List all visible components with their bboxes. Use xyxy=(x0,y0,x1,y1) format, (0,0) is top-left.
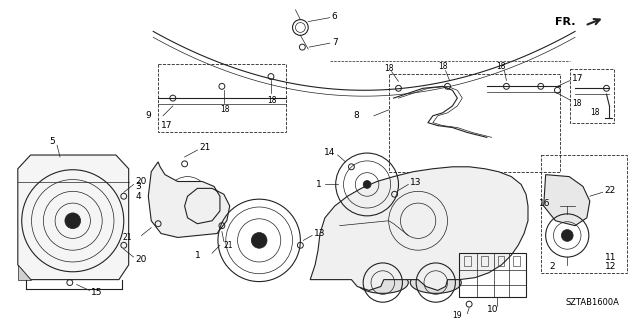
Text: 1: 1 xyxy=(195,251,200,260)
Text: 20: 20 xyxy=(136,177,147,186)
Bar xyxy=(388,74,561,172)
Text: 4: 4 xyxy=(136,192,141,201)
Ellipse shape xyxy=(357,272,408,293)
Bar xyxy=(541,155,627,273)
Text: 12: 12 xyxy=(605,262,616,271)
Polygon shape xyxy=(18,265,31,280)
Text: 18: 18 xyxy=(572,99,582,108)
Text: 9: 9 xyxy=(145,111,151,120)
Bar xyxy=(513,256,520,266)
Bar xyxy=(497,256,504,266)
Bar xyxy=(464,256,471,266)
Text: 18: 18 xyxy=(497,62,506,71)
Text: 3: 3 xyxy=(136,182,141,191)
Polygon shape xyxy=(148,162,230,237)
Text: 18: 18 xyxy=(438,62,447,71)
Polygon shape xyxy=(544,175,590,226)
Circle shape xyxy=(363,180,371,188)
Text: 8: 8 xyxy=(353,111,359,120)
Text: 11: 11 xyxy=(605,252,616,261)
Text: 13: 13 xyxy=(314,229,326,238)
Text: SZTAB1600A: SZTAB1600A xyxy=(565,298,619,307)
Text: 16: 16 xyxy=(539,199,550,208)
Bar xyxy=(481,256,488,266)
Text: 21: 21 xyxy=(224,241,234,250)
Text: 20: 20 xyxy=(136,255,147,265)
Text: 2: 2 xyxy=(550,262,556,271)
Text: 1: 1 xyxy=(316,180,322,189)
Ellipse shape xyxy=(410,272,461,293)
Polygon shape xyxy=(310,167,528,291)
Bar xyxy=(460,253,526,297)
Text: FR.: FR. xyxy=(555,17,575,27)
Text: 18: 18 xyxy=(590,108,599,117)
Text: 21: 21 xyxy=(199,143,211,152)
Text: 17: 17 xyxy=(161,121,173,130)
Polygon shape xyxy=(18,155,129,280)
Text: 19: 19 xyxy=(452,311,462,320)
Text: 6: 6 xyxy=(332,12,337,21)
Circle shape xyxy=(561,229,573,241)
Text: 18: 18 xyxy=(384,64,393,73)
Text: 13: 13 xyxy=(410,178,422,187)
Circle shape xyxy=(252,233,267,248)
Bar xyxy=(570,69,614,123)
Text: 22: 22 xyxy=(605,186,616,195)
Text: 18: 18 xyxy=(220,105,229,114)
Text: 10: 10 xyxy=(487,305,499,314)
Text: 21: 21 xyxy=(122,233,132,242)
Text: 14: 14 xyxy=(324,148,336,156)
Bar xyxy=(158,64,285,132)
Text: 7: 7 xyxy=(332,38,337,47)
Text: 5: 5 xyxy=(49,137,55,146)
Circle shape xyxy=(65,213,81,228)
Text: 17: 17 xyxy=(572,74,584,83)
Text: 15: 15 xyxy=(92,288,103,297)
Text: 18: 18 xyxy=(267,96,276,105)
